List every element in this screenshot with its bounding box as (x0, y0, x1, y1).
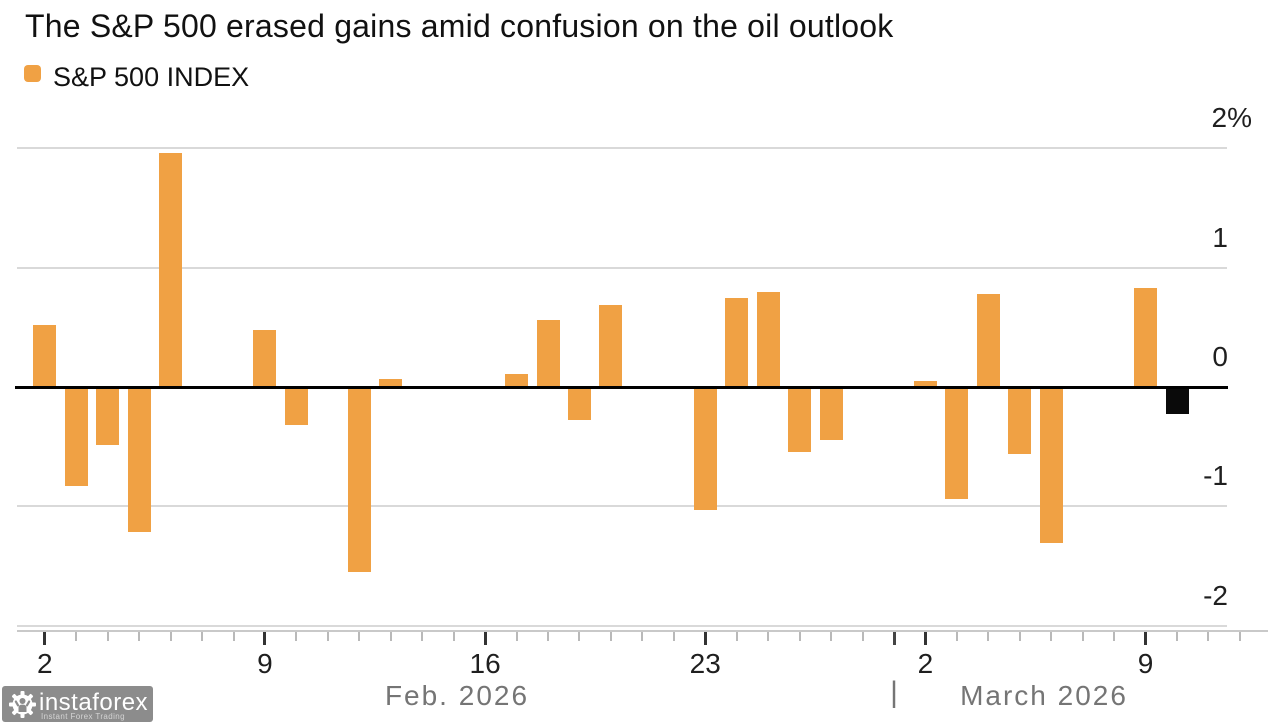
bar (253, 329, 277, 388)
x-tick-label: 23 (689, 648, 721, 679)
bar (756, 291, 780, 388)
x-minor-tick (547, 631, 549, 641)
x-minor-tick (326, 631, 329, 641)
x-minor-tick (830, 631, 833, 641)
watermark-brand: instaforex (39, 689, 149, 716)
y-tick-label: 1 (1212, 221, 1228, 253)
x-minor-tick (452, 631, 455, 641)
bar (567, 388, 591, 421)
x-minor-tick (106, 631, 109, 641)
bar (379, 378, 403, 388)
x-minor-tick (1050, 631, 1053, 641)
x-minor-tick (1113, 631, 1116, 641)
bar (127, 388, 151, 533)
bar (536, 320, 560, 388)
gridline (17, 147, 1227, 150)
x-minor-tick (515, 631, 518, 641)
x-minor-tick (1176, 631, 1178, 641)
x-minor-tick (735, 631, 738, 641)
legend-label: S&P 500 INDEX (53, 62, 250, 92)
bar (33, 324, 57, 388)
y-tick-label: -2 (1203, 579, 1228, 611)
bar (693, 388, 717, 510)
legend-swatch-icon (24, 65, 41, 82)
month-boundary-tick (892, 631, 896, 645)
x-minor-tick (1207, 631, 1210, 641)
x-minor-tick (389, 631, 392, 641)
bar (64, 388, 88, 486)
bar (505, 373, 529, 388)
x-tick-label: 16 (469, 648, 501, 679)
x-major-tick (923, 631, 927, 645)
bar (96, 388, 120, 446)
bar (725, 297, 749, 388)
bar (347, 388, 371, 572)
x-minor-tick (798, 631, 801, 641)
x-minor-tick (641, 631, 644, 641)
chart-title: The S&P 500 erased gains amid confusion … (25, 8, 894, 44)
month-label-feb: Feb. 2026 (384, 680, 530, 711)
bar (945, 388, 969, 499)
x-axis-line (17, 629, 1268, 632)
x-minor-tick (1018, 631, 1021, 641)
instaforex-watermark: instaforex Instant Forex Trading (2, 686, 153, 722)
x-tick-label: 2 (917, 648, 934, 679)
x-minor-tick (358, 631, 361, 641)
x-minor-tick (138, 631, 141, 641)
gridline (17, 266, 1227, 269)
x-major-tick (703, 631, 707, 645)
x-minor-tick (672, 631, 675, 641)
x-minor-tick (75, 631, 78, 641)
gridline (17, 505, 1227, 508)
x-minor-tick (169, 631, 172, 641)
x-major-tick (1144, 631, 1148, 645)
bar (159, 153, 183, 388)
gridline (17, 624, 1227, 627)
x-minor-tick (578, 631, 581, 641)
month-separator: | (890, 676, 898, 709)
bar (1134, 287, 1158, 388)
x-minor-tick (987, 631, 990, 641)
x-tick-label: 9 (1137, 648, 1154, 679)
bar (819, 388, 843, 441)
x-major-tick (43, 631, 47, 645)
x-minor-tick (295, 631, 298, 641)
bar-highlight (1165, 388, 1189, 415)
x-major-tick (263, 631, 267, 645)
bar (913, 381, 937, 388)
bar (1008, 388, 1032, 454)
x-minor-tick (861, 631, 864, 641)
bar (1039, 388, 1063, 544)
bar (284, 388, 308, 425)
x-minor-tick (1238, 631, 1241, 641)
x-minor-tick (767, 631, 770, 641)
y-tick-label: -1 (1203, 460, 1228, 492)
bar (976, 293, 1000, 388)
x-minor-tick (232, 631, 235, 641)
y-tick-label: 2% (1211, 102, 1252, 134)
x-major-tick (483, 631, 487, 645)
watermark-tagline: Instant Forex Trading (41, 712, 125, 721)
month-label-march: March 2026 (960, 680, 1128, 711)
y-tick-label: 0 (1212, 341, 1228, 372)
bar (788, 388, 812, 453)
x-tick-label: 9 (257, 648, 273, 679)
zero-line (15, 386, 1228, 389)
x-minor-tick (201, 631, 204, 641)
bar (599, 304, 623, 388)
instaforex-gear-icon (9, 691, 36, 718)
x-minor-tick (1081, 631, 1084, 641)
x-minor-tick (609, 631, 612, 641)
x-minor-tick (955, 631, 958, 641)
x-tick-label: 2 (37, 648, 53, 679)
x-minor-tick (421, 631, 424, 641)
